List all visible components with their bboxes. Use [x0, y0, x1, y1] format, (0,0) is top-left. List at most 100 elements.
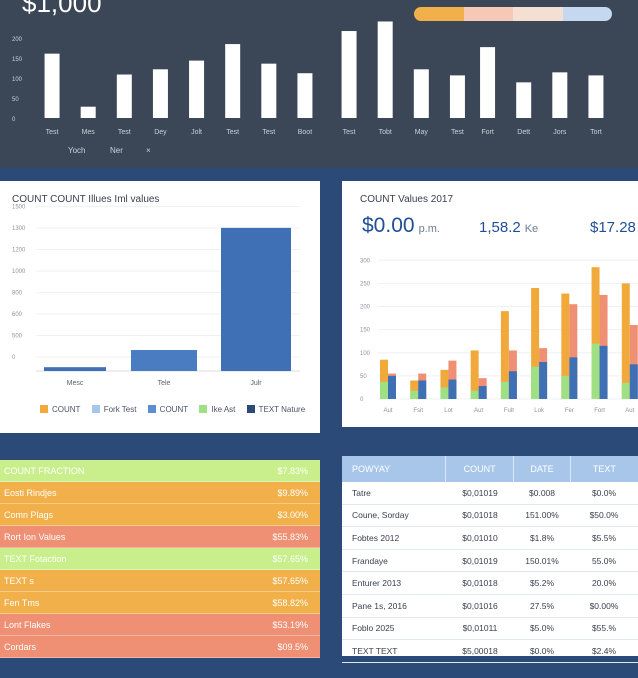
bar-green [470, 390, 479, 399]
cell-name: Foblo 2025 [352, 623, 395, 634]
bar-orange [470, 350, 479, 399]
top-legend-label: Ner [110, 146, 123, 155]
bar-blue [478, 386, 487, 399]
x-tick-label: Boot [298, 129, 312, 136]
table-row[interactable]: Frandaye $0,01019 150.01% 55.0% [342, 550, 638, 573]
y-tick-label: 800 [12, 291, 23, 297]
y-tick-label: 300 [360, 258, 371, 264]
column-header[interactable]: TEXT [569, 456, 638, 482]
table-row[interactable]: Eosti Rindjes $9.89% [0, 482, 320, 504]
data-table: POWYAY COUNT DATE TEXT Tatre $0,01019 $0.0… [342, 456, 638, 663]
bar-orange [440, 369, 449, 399]
cell-name: Coune, Sorday [352, 510, 409, 521]
cell-count: $0,01019 [462, 555, 498, 566]
table-row[interactable]: TEXT s $57.65% [0, 570, 320, 592]
x-tick-label: Test [226, 129, 239, 136]
cell-name: Fobtes 2012 [352, 532, 400, 543]
row-value: $55.83% [272, 531, 308, 542]
x-tick-label: Tele [158, 380, 171, 387]
table-row[interactable]: TEXT Fotaction $57.65% [0, 548, 320, 570]
y-tick-label: 1300 [12, 226, 26, 232]
legend-item: COUNT [40, 405, 80, 414]
table-row[interactable]: Pane 1s, 2016 $0,01016 27.5% $0.00% [342, 595, 638, 618]
grouped-bar-chart: 0 50 100 150 200 250 300 Aut Fsit Lot Aut Fult Lok Fe… [360, 258, 638, 414]
bar-green [561, 375, 570, 399]
y-tick-label: 1500 [12, 205, 26, 211]
y-tick-label: 200 [12, 37, 23, 43]
x-tick-label: Test [46, 129, 59, 136]
table-row[interactable]: Enturer 2013 $0,01018 $5.2% 20.0% [342, 572, 638, 595]
table-row[interactable]: Fen Tms $58.82% [0, 592, 320, 614]
bar [80, 106, 96, 118]
bar-blue [508, 371, 517, 399]
cell-name: Pane 1s, 2016 [352, 600, 407, 611]
kpi-number: $0.00 [362, 214, 415, 237]
column-header[interactable]: DATE [513, 456, 569, 482]
table-row[interactable]: Comn Plags $3.00% [0, 504, 320, 526]
bar-orange [621, 283, 630, 399]
column-header[interactable]: COUNT [445, 456, 513, 482]
bar [588, 75, 604, 118]
legend-pill-segment [414, 7, 464, 21]
bar [413, 69, 429, 118]
fraction-table: COUNT FRACTION $7.83% Eosti Rindjes $9.89% C… [0, 460, 320, 658]
bar-blue [569, 357, 578, 399]
bar [377, 21, 393, 119]
table-row[interactable]: TEXT TEXT $5,00018 $0.0% $2.4% [342, 640, 638, 663]
bar-salmon [569, 304, 578, 399]
row-value: $3.00% [277, 509, 308, 520]
cell-count: $0,01011 [462, 623, 498, 634]
table-row[interactable]: Rort Ion Values $55.83% [0, 526, 320, 548]
row-value: $57.65% [272, 575, 308, 586]
table-row[interactable]: Coune, Sorday $0,01018 151.00% $50.0% [342, 505, 638, 528]
cell-text: $0.0% [591, 487, 617, 498]
x-tick-label: Test [118, 129, 131, 136]
cell-name: Frandaye [352, 555, 388, 566]
row-label: Comn Plags [4, 509, 54, 520]
cell-text: $55.% [591, 623, 617, 634]
legend-item: Ike Ast [199, 405, 235, 414]
x-tick-label: Test [451, 129, 464, 136]
bar-green [440, 387, 449, 399]
bar-orange [561, 293, 570, 399]
bar [480, 47, 496, 119]
table-header: POWYAY COUNT DATE TEXT [342, 456, 638, 482]
table-row[interactable]: Lont Flakes $53.19% [0, 614, 320, 636]
y-tick-label: 600 [12, 312, 23, 318]
bar [225, 44, 241, 118]
cell-text: 55.0% [591, 555, 617, 566]
kpi-number: 1,58.2 [479, 219, 521, 236]
cell-name: TEXT TEXT [352, 645, 398, 656]
y-tick-label: 0 [360, 397, 364, 403]
bar [221, 227, 291, 371]
table-row[interactable]: Tatre $0,01019 $0.008 $0.0% [342, 482, 638, 505]
x-tick-label: Aut [474, 408, 483, 414]
x-tick-label: Mesc [67, 380, 84, 387]
table-row[interactable]: Foblo 2025 $0,01011 $5.0% $55.% [342, 618, 638, 641]
cell-count: $5,00018 [462, 645, 498, 656]
top-legend-label: Yoch [68, 146, 86, 155]
y-tick-label: 50 [12, 97, 19, 103]
row-value: $57.65% [272, 553, 308, 564]
bar-green [591, 343, 600, 399]
legend-item: Fork Test [91, 405, 136, 414]
x-tick-label: Fult [504, 408, 514, 414]
row-value: $58.82% [272, 597, 308, 608]
y-tick-label: 150 [12, 57, 23, 63]
bar-green [531, 366, 540, 399]
bar [341, 31, 357, 118]
kpi-number: $17.28 [590, 219, 636, 236]
cell-date: 27.5% [529, 600, 555, 611]
row-value: $09.5% [277, 641, 308, 652]
table-row[interactable]: Fobtes 2012 $0,01010 $1.8% $5.5% [342, 527, 638, 550]
cell-date: $0.008 [529, 487, 555, 498]
y-tick-label: 50 [360, 374, 367, 380]
legend-pill [414, 7, 612, 21]
x-tick-label: Lok [534, 408, 545, 414]
table-row[interactable]: COUNT FRACTION $7.83% [0, 460, 320, 482]
column-header[interactable]: POWYAY [352, 464, 391, 474]
y-tick-label: 200 [360, 305, 371, 311]
x-tick-label: Dey [154, 129, 167, 136]
bar-green [500, 381, 509, 399]
table-row[interactable]: Cordars $09.5% [0, 636, 320, 658]
